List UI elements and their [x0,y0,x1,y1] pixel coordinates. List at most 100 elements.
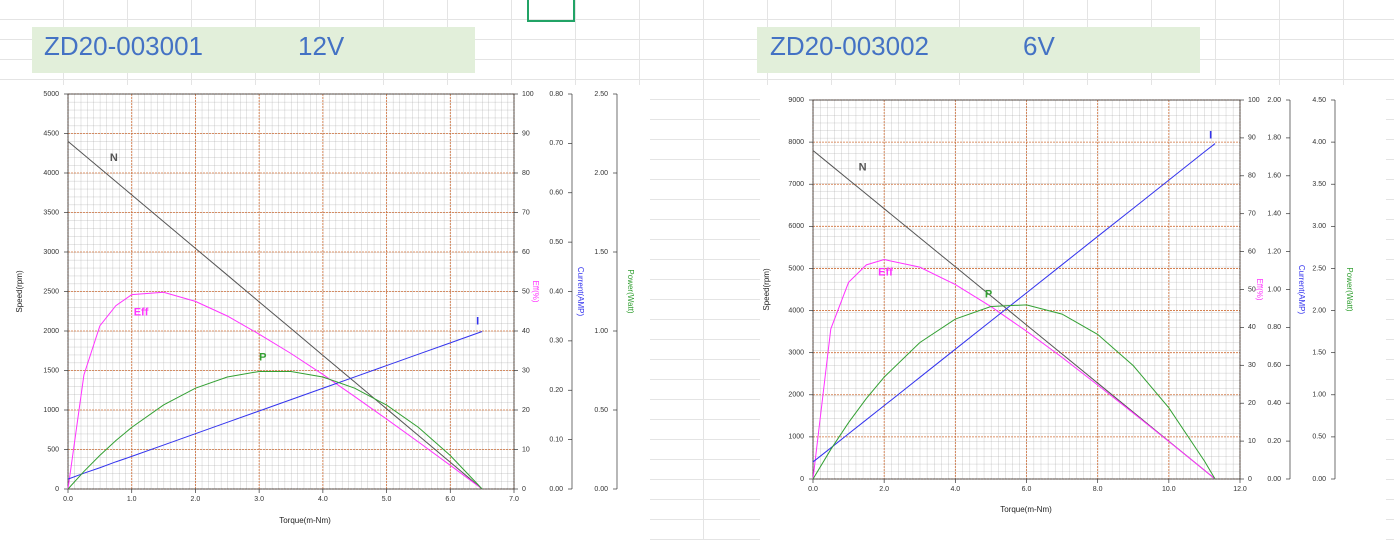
y3-axis-title: Current(AMP) [576,267,585,317]
y3-tick-label: 0.70 [549,140,563,147]
y4-tick-label: 1.50 [594,249,608,256]
y-tick-label: 0 [800,476,804,483]
y3-tick-label: 0.20 [1267,438,1281,445]
y3-tick-label: 0.80 [1267,324,1281,331]
y4-tick-label: 2.50 [594,91,608,98]
y-tick-label: 4000 [43,170,59,177]
series-label: N [110,152,118,164]
y2-tick-label: 50 [1248,286,1256,293]
y2-tick-label: 50 [522,288,530,295]
y2-tick-label: 80 [1248,173,1256,180]
y4-axis-title: Power(Watt) [626,269,635,313]
y3-tick-label: 0.60 [1267,362,1281,369]
y2-tick-label: 60 [1248,248,1256,255]
y2-tick-label: 20 [522,407,530,414]
y3-tick-label: 0.00 [1267,476,1281,483]
y2-tick-label: 70 [1248,211,1256,218]
y3-tick-label: 0.40 [549,288,563,295]
y3-tick-label: 0.60 [549,190,563,197]
series-line [812,143,1216,463]
series-label: Eff [878,266,893,278]
y-tick-label: 2000 [43,328,59,335]
y3-tick-label: 1.20 [1267,248,1281,255]
y-tick-label: 3500 [43,209,59,216]
y-tick-label: 1000 [788,434,804,441]
series-label: I [1209,129,1212,141]
x-tick-label: 8.0 [1093,486,1103,493]
y4-tick-label: 1.00 [594,328,608,335]
y2-tick-label: 0 [1248,476,1252,483]
y-tick-label: 2500 [43,288,59,295]
y3-tick-label: 0.30 [549,338,563,345]
y-tick-label: 7000 [788,181,804,188]
y3-tick-label: 0.80 [549,91,563,98]
y4-tick-label: 2.50 [1312,265,1326,272]
y-tick-label: 0 [55,486,59,493]
x-tick-label: 0.0 [63,496,73,503]
header-band [32,27,475,73]
y4-tick-label: 1.00 [1312,392,1326,399]
y-tick-label: 500 [47,446,59,453]
voltage: 12V [298,31,345,61]
series-label: N [859,161,867,173]
y3-tick-label: 0.50 [549,239,563,246]
series-line [67,291,483,490]
y2-tick-label: 10 [1248,438,1256,445]
y3-tick-label: 1.40 [1267,211,1281,218]
y3-tick-label: 0.40 [1267,400,1281,407]
y3-tick-label: 2.00 [1267,97,1281,104]
y3-axis-title: Current(AMP) [1297,265,1306,315]
y2-tick-label: 70 [522,209,530,216]
x-axis-title: Torque(m-Nm) [279,516,331,525]
x-tick-label: 6.0 [1022,486,1032,493]
y2-tick-label: 100 [1248,97,1260,104]
y4-tick-label: 0.00 [1312,476,1326,483]
y-tick-label: 5000 [43,91,59,98]
y-tick-label: 9000 [788,97,804,104]
plot-border [67,93,515,490]
y-tick-label: 1500 [43,367,59,374]
y2-tick-label: 30 [522,367,530,374]
y-axis-title: Speed(rpm) [15,270,24,313]
y-axis-title: Speed(rpm) [762,268,771,311]
plot-border [812,99,1241,480]
y-tick-label: 1000 [43,407,59,414]
header-band [757,27,1200,73]
y2-tick-label: 60 [522,249,530,256]
y2-tick-label: 0 [522,486,526,493]
series-line [812,304,1216,480]
y2-axis-title: Eff(%) [1255,278,1264,300]
y2-tick-label: 10 [522,446,530,453]
x-tick-label: 3.0 [254,496,264,503]
y2-tick-label: 80 [522,170,530,177]
y2-tick-label: 20 [1248,400,1256,407]
y4-tick-label: 0.50 [1312,434,1326,441]
x-tick-label: 2.0 [191,496,201,503]
y4-tick-label: 3.50 [1312,181,1326,188]
y2-tick-label: 90 [1248,135,1256,142]
x-tick-label: 12.0 [1233,486,1247,493]
model-title: ZD20-003002 [770,31,929,61]
x-tick-label: 4.0 [318,496,328,503]
y3-tick-label: 0.00 [549,486,563,493]
y4-axis-title: Power(Watt) [1345,267,1354,311]
selected-cell [527,0,575,22]
y4-tick-label: 0.00 [594,486,608,493]
x-tick-label: 5.0 [382,496,392,503]
y4-tick-label: 1.50 [1312,350,1326,357]
y-tick-label: 8000 [788,139,804,146]
y3-tick-label: 1.00 [1267,286,1281,293]
x-axis-title: Torque(m-Nm) [1000,505,1052,514]
x-tick-label: 2.0 [879,486,889,493]
voltage: 6V [1023,31,1055,61]
series-label: P [985,288,992,300]
y3-tick-label: 0.20 [549,387,563,394]
series-label: P [259,351,266,363]
y-tick-label: 2000 [788,392,804,399]
y4-tick-label: 2.00 [594,170,608,177]
y2-tick-label: 30 [1248,362,1256,369]
y4-tick-label: 4.00 [1312,139,1326,146]
y-tick-label: 4500 [43,130,59,137]
